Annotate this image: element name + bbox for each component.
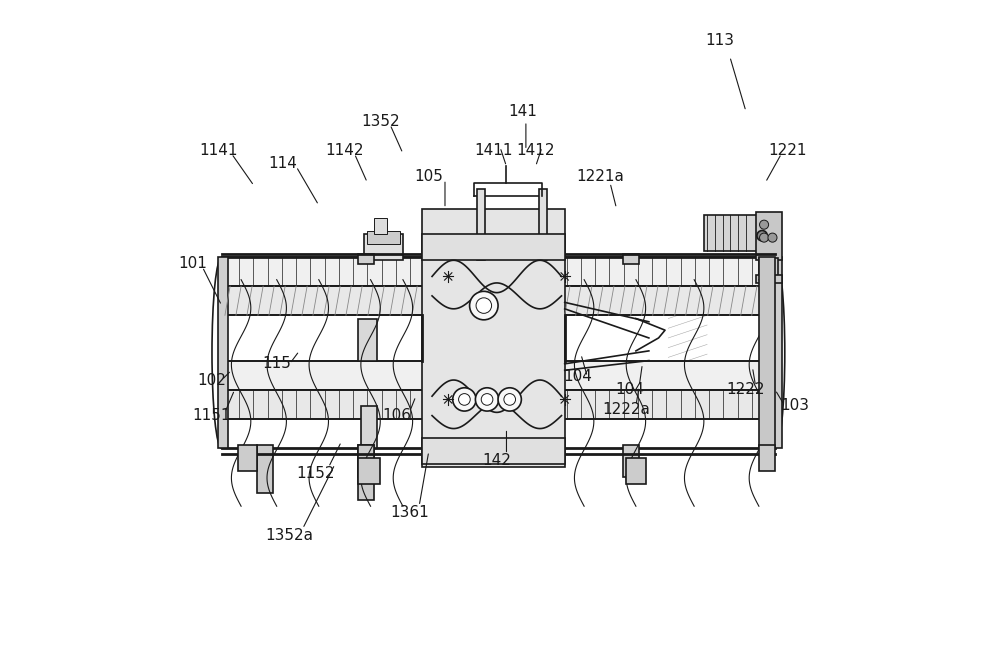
Text: 106: 106 <box>382 408 411 423</box>
Circle shape <box>768 233 777 242</box>
Bar <box>257 445 273 493</box>
Circle shape <box>475 388 499 411</box>
Bar <box>704 215 759 250</box>
Text: 1352: 1352 <box>361 114 400 129</box>
Text: 1352a: 1352a <box>266 528 314 543</box>
Circle shape <box>470 291 498 320</box>
Circle shape <box>498 388 521 411</box>
Bar <box>218 257 228 448</box>
Bar <box>756 212 782 260</box>
Text: 101: 101 <box>178 256 207 271</box>
Circle shape <box>760 233 769 242</box>
Text: 1221: 1221 <box>769 143 807 158</box>
Circle shape <box>453 388 476 411</box>
Circle shape <box>481 394 493 405</box>
Bar <box>759 258 778 276</box>
Bar <box>422 209 565 467</box>
Circle shape <box>476 298 492 313</box>
Circle shape <box>760 220 769 229</box>
Bar <box>756 275 782 283</box>
Text: 1151: 1151 <box>193 408 231 423</box>
Bar <box>623 445 639 477</box>
Bar <box>759 257 775 448</box>
Text: 1411: 1411 <box>474 143 513 158</box>
Bar <box>358 254 374 263</box>
Bar <box>222 257 775 286</box>
Text: 104: 104 <box>615 382 644 397</box>
Text: 1152: 1152 <box>296 466 335 482</box>
Bar <box>361 406 377 448</box>
Text: 1221a: 1221a <box>576 168 624 184</box>
Bar <box>626 458 646 484</box>
Bar <box>759 445 775 471</box>
Text: 114: 114 <box>269 156 298 171</box>
Bar <box>772 257 782 448</box>
Circle shape <box>757 231 767 241</box>
Bar <box>358 445 374 477</box>
Bar <box>477 189 485 260</box>
Bar <box>422 438 565 464</box>
Bar <box>358 318 377 361</box>
Bar <box>222 390 775 419</box>
Text: 1142: 1142 <box>325 143 364 158</box>
Bar <box>367 231 400 244</box>
Text: 113: 113 <box>706 32 735 47</box>
Text: 1412: 1412 <box>516 143 555 158</box>
Circle shape <box>504 394 516 405</box>
Text: 105: 105 <box>414 168 443 184</box>
Bar <box>374 218 387 235</box>
Bar <box>358 458 380 484</box>
Bar <box>238 445 257 471</box>
Bar <box>222 286 775 315</box>
Text: 103: 103 <box>780 398 809 413</box>
Text: 104: 104 <box>563 369 592 384</box>
Bar <box>222 361 775 390</box>
Bar <box>539 189 547 260</box>
Bar <box>364 235 403 260</box>
Text: 142: 142 <box>482 454 511 469</box>
Bar <box>422 235 565 260</box>
Text: 1222: 1222 <box>727 382 765 397</box>
Circle shape <box>459 394 470 405</box>
Text: 1222a: 1222a <box>602 402 650 417</box>
Text: 102: 102 <box>198 372 226 387</box>
Text: 115: 115 <box>262 356 291 371</box>
Bar <box>358 445 374 500</box>
Text: 1141: 1141 <box>199 143 238 158</box>
Bar <box>623 254 639 263</box>
Text: 141: 141 <box>508 104 537 119</box>
Text: 1361: 1361 <box>390 505 429 520</box>
